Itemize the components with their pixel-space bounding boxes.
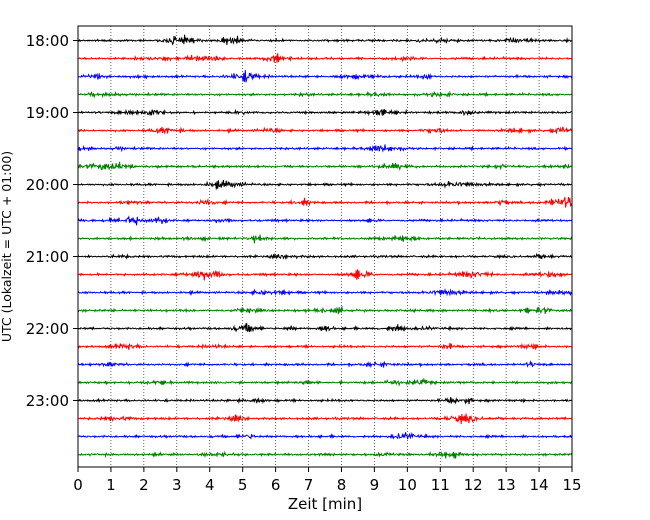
x-tick-label-7: 7 <box>304 476 314 494</box>
plot-frame <box>77 25 573 468</box>
x-tick-label-9: 9 <box>370 476 380 494</box>
trace-row-10 <box>77 215 573 226</box>
trace-row-9 <box>77 196 573 208</box>
x-tick-label-0: 0 <box>73 476 83 494</box>
trace-row-2 <box>77 70 573 83</box>
x-tick-label-3: 3 <box>172 476 182 494</box>
x-tick-label-4: 4 <box>205 476 215 494</box>
trace-row-6 <box>77 144 573 153</box>
trace-row-21 <box>77 413 573 425</box>
trace-row-18 <box>77 359 572 369</box>
x-tick-label-12: 12 <box>464 476 483 494</box>
trace-row-0 <box>77 34 573 46</box>
y-tick-label-3: 21:00 <box>26 248 69 266</box>
y-tick-label-5: 23:00 <box>26 392 69 410</box>
trace-row-3 <box>77 90 573 99</box>
x-tick-label-5: 5 <box>238 476 248 494</box>
y-tick-label-4: 22:00 <box>26 320 69 338</box>
trace-row-23 <box>77 450 573 459</box>
x-tick-label-6: 6 <box>271 476 281 494</box>
trace-row-1 <box>77 53 573 63</box>
x-tick-label-1: 1 <box>106 476 116 494</box>
x-tick-label-11: 11 <box>431 476 450 494</box>
y-tick-label-1: 19:00 <box>26 104 69 122</box>
x-tick-label-10: 10 <box>398 476 417 494</box>
x-tick-label-13: 13 <box>497 476 516 494</box>
y-axis: 18:00 19:00 20:00 21:00 22:00 23:00 <box>26 32 78 410</box>
trace-row-19 <box>77 377 573 387</box>
x-axis-label: Zeit [min] <box>288 495 362 513</box>
trace-row-13 <box>77 269 573 281</box>
trace-group <box>77 34 573 459</box>
trace-row-12 <box>77 252 573 260</box>
trace-row-16 <box>77 322 573 333</box>
x-tick-label-2: 2 <box>139 476 149 494</box>
trace-row-8 <box>77 180 572 190</box>
trace-row-20 <box>78 397 573 405</box>
trace-row-11 <box>77 234 573 244</box>
trace-row-7 <box>77 161 573 172</box>
y-tick-label-0: 18:00 <box>26 32 69 50</box>
trace-row-17 <box>77 342 573 351</box>
trace-row-22 <box>77 431 573 440</box>
trace-row-15 <box>77 306 573 315</box>
trace-row-4 <box>77 108 573 117</box>
y-tick-label-2: 20:00 <box>26 176 69 194</box>
trace-row-5 <box>77 126 573 135</box>
x-tick-label-14: 14 <box>530 476 549 494</box>
y-axis-label: UTC (Lokalzeit = UTC + 01:00) <box>0 151 14 342</box>
trace-row-14 <box>77 287 573 297</box>
x-tick-label-8: 8 <box>337 476 347 494</box>
x-axis: 0 1 2 3 4 5 6 7 8 9 10 11 12 13 14 15 <box>73 467 582 494</box>
x-tick-label-15: 15 <box>562 476 581 494</box>
